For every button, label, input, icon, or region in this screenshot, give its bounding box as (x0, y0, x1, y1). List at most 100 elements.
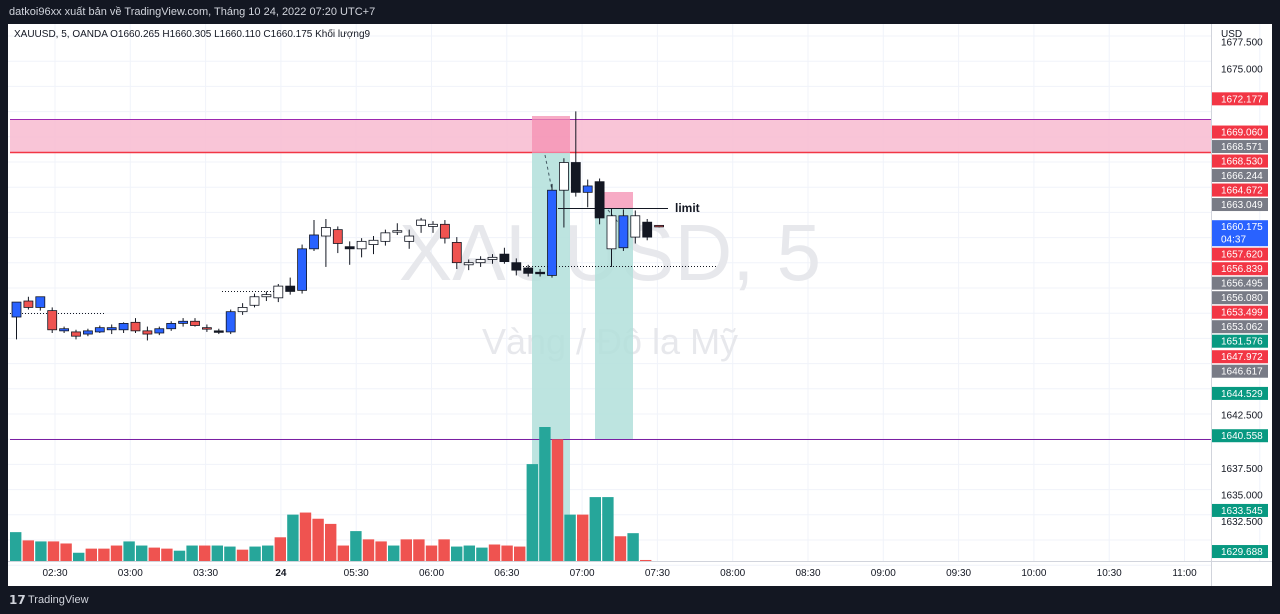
candle-body[interactable] (368, 239, 379, 245)
candlesticks[interactable] (11, 111, 664, 341)
price-label-tag[interactable] (1212, 183, 1268, 197)
volume-bar (564, 514, 576, 561)
price-label-tag[interactable] (1212, 276, 1268, 290)
volume-bar (110, 545, 123, 561)
candle-body[interactable] (190, 320, 200, 326)
price-axis-labels[interactable]: 1672.177 1669.060 1668.571 1668.530 1666.244… (1212, 92, 1268, 559)
candle-body[interactable] (285, 285, 296, 292)
candle-body[interactable] (249, 296, 260, 306)
candle-body[interactable] (618, 215, 629, 249)
volume-bar (362, 539, 375, 561)
candle-body[interactable] (380, 232, 391, 242)
candle-body[interactable] (273, 285, 284, 299)
candle-body[interactable] (142, 330, 153, 335)
candle-body[interactable] (297, 248, 308, 291)
candle-body[interactable] (344, 246, 355, 250)
candle-body[interactable] (201, 327, 212, 330)
candle-body[interactable] (630, 215, 641, 238)
projection-arrow-1[interactable] (544, 154, 554, 196)
candle-body[interactable] (71, 331, 81, 337)
candle-body[interactable] (547, 189, 557, 276)
candle-body[interactable] (225, 311, 236, 333)
candle-body[interactable] (237, 307, 248, 313)
candle-body[interactable] (309, 234, 319, 250)
candle-body[interactable] (47, 310, 58, 331)
candle-body[interactable] (416, 219, 427, 226)
candle-body[interactable] (35, 296, 46, 308)
volume-bar (10, 532, 22, 561)
price-label-tag[interactable] (1212, 364, 1268, 378)
price-label-tag[interactable] (1212, 247, 1268, 261)
candle-body[interactable] (11, 301, 22, 318)
price-label-tag[interactable] (1212, 220, 1268, 247)
volume-bar (589, 497, 601, 561)
symbol-legend[interactable]: XAUUSD, 5, OANDA O1660.265 H1660.305 L16… (14, 29, 371, 40)
price-tick-label: 1632.500 (1221, 517, 1263, 528)
footer-bar: 𝟭𝟳 TradingView (0, 586, 1280, 614)
candle-body[interactable] (594, 181, 605, 219)
candle-body[interactable] (166, 322, 177, 330)
price-label-value: 1669.060 (1221, 128, 1263, 139)
candle-body[interactable] (356, 240, 367, 250)
price-label-tag[interactable] (1212, 320, 1268, 334)
price-label-tag[interactable] (1212, 350, 1268, 364)
candle-body[interactable] (332, 229, 343, 244)
candle-body[interactable] (606, 215, 617, 250)
candle-body[interactable] (83, 330, 93, 335)
candle-body[interactable] (559, 162, 569, 191)
time-tick-label: 02:30 (42, 568, 67, 579)
candle-body[interactable] (118, 322, 129, 331)
price-label-tag[interactable] (1212, 262, 1268, 276)
chart-area[interactable] (8, 24, 1272, 586)
candle-body[interactable] (154, 328, 165, 334)
candle-body[interactable] (499, 253, 510, 263)
candle-body[interactable] (511, 262, 522, 271)
candle-body[interactable] (475, 259, 486, 264)
time-tick-label: 08:30 (795, 568, 820, 579)
price-label-tag[interactable] (1212, 291, 1268, 305)
price-label-tag[interactable] (1212, 545, 1268, 559)
price-label-tag[interactable] (1212, 169, 1268, 183)
candle-body[interactable] (59, 328, 69, 332)
limit-position-stop-area[interactable] (595, 192, 633, 208)
short-position-stop-area[interactable] (532, 116, 570, 153)
candle-body[interactable] (654, 224, 664, 228)
price-label-tag[interactable] (1212, 125, 1268, 139)
candle-body[interactable] (178, 320, 189, 324)
candle-body[interactable] (106, 327, 117, 331)
candle-body[interactable] (451, 242, 462, 264)
candle-body[interactable] (439, 223, 450, 239)
candle-body[interactable] (428, 223, 438, 227)
candle-body[interactable] (392, 230, 403, 233)
volume-bar (287, 514, 299, 561)
candle-body[interactable] (94, 327, 105, 333)
price-label-tag[interactable] (1212, 386, 1268, 400)
price-tick-label: 1677.500 (1221, 38, 1263, 49)
candle-body[interactable] (487, 256, 498, 260)
candle-body[interactable] (130, 321, 141, 332)
price-label-tag[interactable] (1212, 92, 1268, 106)
candle-body[interactable] (463, 262, 474, 266)
projection-arrow-2[interactable] (607, 209, 627, 233)
price-label-tag[interactable] (1212, 198, 1268, 212)
candle-body[interactable] (261, 294, 272, 298)
price-label-tag[interactable] (1212, 154, 1268, 168)
candle-body[interactable] (582, 185, 593, 193)
time-tick-label: 10:30 (1097, 568, 1122, 579)
volume-bar (501, 545, 513, 561)
price-label-tag[interactable] (1212, 429, 1268, 443)
candle-body[interactable] (570, 162, 581, 193)
candle-body[interactable] (320, 227, 331, 237)
candle-body[interactable] (535, 271, 545, 275)
candle-body[interactable] (23, 300, 34, 308)
price-label-tag[interactable] (1212, 503, 1268, 517)
candle-body[interactable] (213, 330, 224, 333)
candle-body[interactable] (523, 267, 534, 274)
price-label-tag[interactable] (1212, 305, 1268, 319)
candle-body[interactable] (404, 235, 415, 242)
price-label-tag[interactable] (1212, 140, 1268, 154)
price-label-tag[interactable] (1212, 334, 1268, 348)
candle-body[interactable] (642, 221, 653, 238)
supply-zone-rectangle[interactable] (10, 119, 1211, 153)
